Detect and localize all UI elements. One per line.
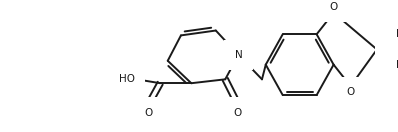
- Text: N: N: [234, 50, 242, 60]
- Text: O: O: [145, 108, 153, 118]
- Text: HO: HO: [119, 74, 135, 84]
- Text: O: O: [330, 2, 338, 12]
- Text: O: O: [233, 108, 242, 118]
- Text: O: O: [346, 87, 355, 97]
- Text: F: F: [396, 29, 398, 39]
- Text: F: F: [396, 60, 398, 70]
